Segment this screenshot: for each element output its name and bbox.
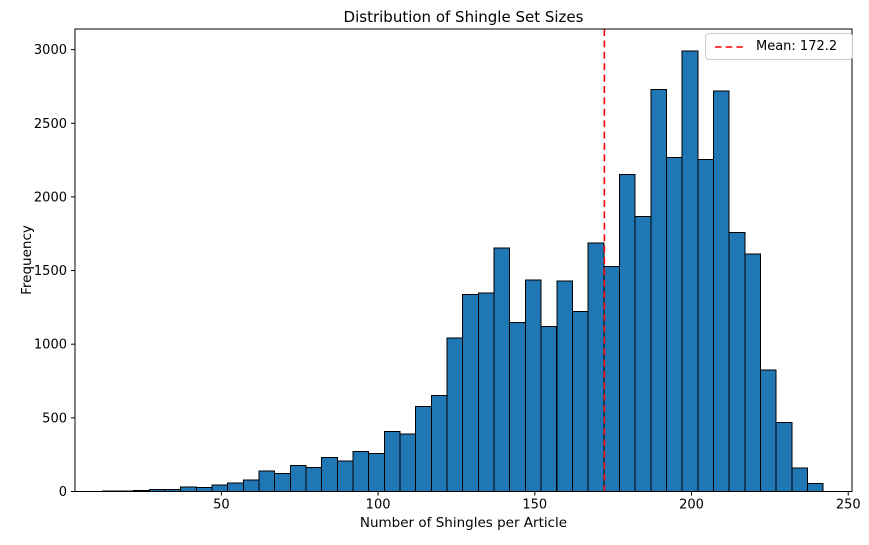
histogram-bar xyxy=(744,253,761,492)
histogram-bar xyxy=(415,406,432,492)
histogram-bar xyxy=(274,473,291,492)
histogram-bar xyxy=(352,451,370,493)
histogram-bar xyxy=(195,487,213,492)
histogram-bar xyxy=(399,433,417,493)
histogram-bar xyxy=(571,311,589,492)
histogram-bar xyxy=(728,231,746,492)
x-tick-label: 200 xyxy=(679,498,704,513)
histogram-bar xyxy=(368,452,385,493)
y-tick-label: 2500 xyxy=(34,117,67,132)
histogram-bar xyxy=(634,215,652,493)
y-tick-label: 500 xyxy=(42,411,67,426)
legend-label: Mean: 172.2 xyxy=(756,39,838,54)
y-tick-label: 3000 xyxy=(34,43,67,58)
histogram-bar xyxy=(305,467,323,493)
x-tick-label: 100 xyxy=(366,498,391,513)
histogram-bar xyxy=(321,457,338,492)
histogram-bar xyxy=(603,265,620,493)
histogram-bar xyxy=(509,322,526,493)
histogram-bar xyxy=(618,174,636,492)
histogram-bar xyxy=(556,280,573,492)
legend-mean-line-sample xyxy=(715,45,747,48)
histogram-bar xyxy=(775,421,793,492)
histogram-bar xyxy=(289,464,307,492)
histogram-bar xyxy=(227,482,244,492)
histogram-bar xyxy=(446,337,464,493)
y-tick-label: 2000 xyxy=(34,190,67,205)
histogram-bar xyxy=(493,247,511,492)
histogram-bar xyxy=(383,431,401,493)
y-axis-label: Frequency xyxy=(19,225,35,295)
histogram-bar xyxy=(806,482,824,492)
y-tick-label: 0 xyxy=(59,485,67,500)
y-tick-label: 1000 xyxy=(34,338,67,353)
x-tick-label: 250 xyxy=(836,498,861,513)
histogram-bar xyxy=(462,293,479,492)
histogram-bar xyxy=(681,50,699,492)
histogram-bar xyxy=(336,460,354,493)
legend: Mean: 172.2 xyxy=(705,33,853,60)
y-tick-label: 1500 xyxy=(34,264,67,279)
histogram-bar xyxy=(524,279,542,492)
chart-title: Distribution of Shingle Set Sizes xyxy=(343,8,584,26)
histogram-bar xyxy=(712,90,730,492)
histogram-bar xyxy=(477,292,495,492)
histogram-bar xyxy=(587,242,605,492)
x-axis-label: Number of Shingles per Article xyxy=(359,515,568,531)
histogram-bar xyxy=(650,88,667,492)
histogram-bar xyxy=(697,159,714,492)
histogram-bar xyxy=(665,156,683,492)
plot-border xyxy=(74,28,853,492)
histogram-bar xyxy=(242,479,260,493)
histogram-bar xyxy=(430,395,448,492)
x-tick-label: 150 xyxy=(522,498,547,513)
x-tick-label: 50 xyxy=(213,498,230,513)
histogram-bar xyxy=(759,369,777,492)
histogram-bar xyxy=(211,484,229,492)
histogram-bar xyxy=(180,486,197,493)
histogram-bar xyxy=(258,470,276,492)
histogram-bar xyxy=(791,467,808,493)
histogram-bar xyxy=(540,326,558,492)
